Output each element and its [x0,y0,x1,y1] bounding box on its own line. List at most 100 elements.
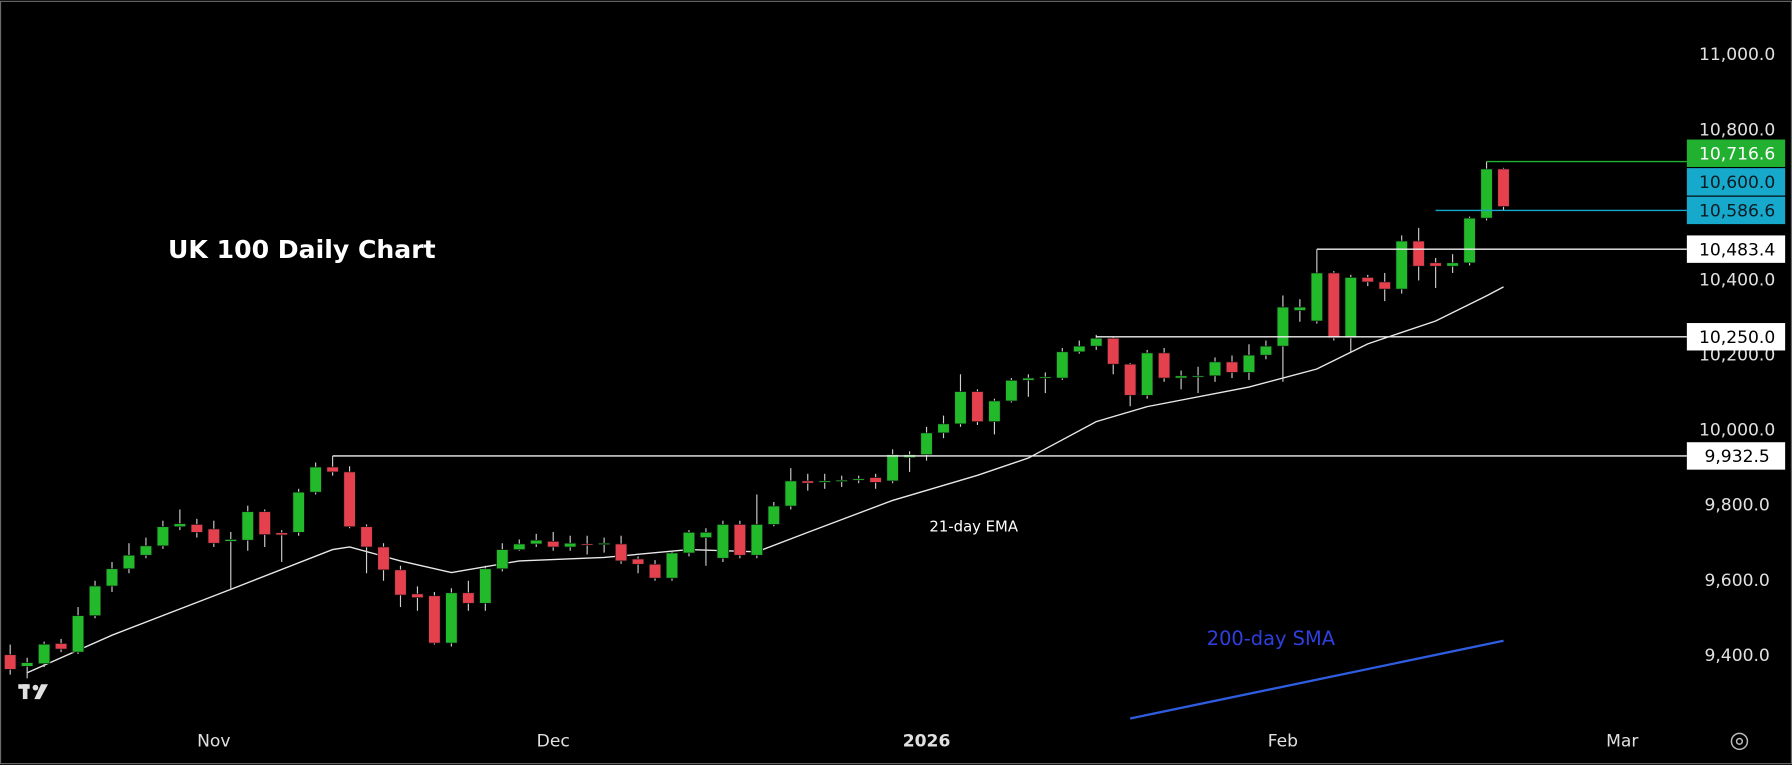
candle-body [1259,345,1273,356]
logo [18,684,48,700]
candle-body [105,568,119,587]
candle-body [38,643,51,665]
y-tick-label: 10,800.0 [1699,120,1775,140]
candle-body [733,524,746,556]
y-tick-label: 9,400.0 [1704,646,1769,666]
candle-body [1124,363,1137,396]
price-box [1686,442,1786,470]
candle-body [513,543,526,550]
candle-body [190,524,203,533]
candle-body [1225,361,1239,373]
candle-body [1344,277,1357,339]
candle-body [1480,168,1493,219]
candle-body [496,549,509,570]
candle-body [1005,379,1018,402]
candle-body [1158,352,1171,379]
candle-body [88,585,102,617]
sma-label: 200-day SMA [1207,627,1336,650]
y-tick-label: 10,400.0 [1699,270,1775,290]
candle-body [886,454,899,482]
candle-body [394,569,407,596]
ema-label: 21-day EMA [929,518,1018,536]
candle-body [614,543,628,562]
candle-body [173,523,186,528]
candle-body [937,423,950,434]
axis-layer: 9,400.09,600.09,800.010,000.010,200.010,… [197,45,1786,751]
price-box-label: 9,932.5 [1704,447,1769,467]
candle-body [156,526,170,547]
y-tick-label: 10,200.0 [1699,346,1775,366]
x-tick-label: Dec [537,731,570,751]
candle-body [699,531,713,538]
candle-body [479,568,492,604]
price-box-label: 10,716.6 [1699,144,1775,164]
candle-body [139,545,153,556]
candle-body [1242,354,1256,373]
candle-body [598,542,611,545]
candle-body [1022,377,1035,381]
candle-body [564,542,577,548]
candle-body [716,524,730,559]
x-tick-label: Feb [1268,731,1298,751]
candle-body [428,595,441,644]
candle-body [581,543,594,546]
moving-average-line [1129,639,1504,720]
candle-body [343,471,356,528]
candle-body [920,432,933,455]
x-tick-label: 2026 [903,731,951,751]
candle-body [1056,351,1069,379]
price-box [1686,168,1786,196]
candle-body [1429,262,1442,267]
candle-body [954,391,967,425]
y-tick-label: 10,000.0 [1699,421,1775,441]
candle-body [292,491,305,533]
x-tick-label: Nov [197,731,230,751]
candle-body [445,592,458,644]
candle-body [988,400,1001,422]
candle-body [547,541,560,548]
candle-body [818,480,831,483]
candle-body [360,526,373,548]
candle-body [258,511,271,535]
candle-body [648,563,662,579]
candle-body [1412,240,1425,267]
candle-body [377,546,390,571]
price-box [1686,235,1786,263]
candle-body [207,528,220,544]
candle-body [1141,352,1154,396]
candle-body [1361,277,1374,283]
candle-body [1327,272,1340,339]
candle-body [241,511,254,541]
candle-body [631,558,645,565]
candle-body [54,643,68,650]
candle-body [275,532,288,536]
candle-body [682,531,696,554]
candle-body [1446,262,1459,267]
candle-body [1276,306,1290,347]
candle-body [411,593,424,599]
candle-body [1497,168,1510,207]
candle-body [1107,337,1120,365]
candle-body [71,615,85,653]
candle-body [971,391,984,422]
candle-body [1395,240,1408,290]
candle-body [801,480,814,484]
price-box-label: 10,586.6 [1699,202,1775,222]
x-tick-label: Mar [1606,731,1639,751]
price-box-label: 10,600.0 [1699,173,1775,193]
candle-body [530,539,543,545]
price-box [1686,196,1786,225]
price-box-label: 10,250.0 [1699,328,1775,348]
candle-body [309,466,322,493]
candle-body [1378,281,1391,290]
candle-body [1039,376,1052,379]
candle-body [1191,375,1205,378]
candle-body [326,466,339,473]
candle-body [21,662,34,667]
candle-body [665,552,679,579]
price-box [1686,139,1786,167]
candle-body [1208,361,1222,377]
settings-icon[interactable] [1730,732,1749,751]
